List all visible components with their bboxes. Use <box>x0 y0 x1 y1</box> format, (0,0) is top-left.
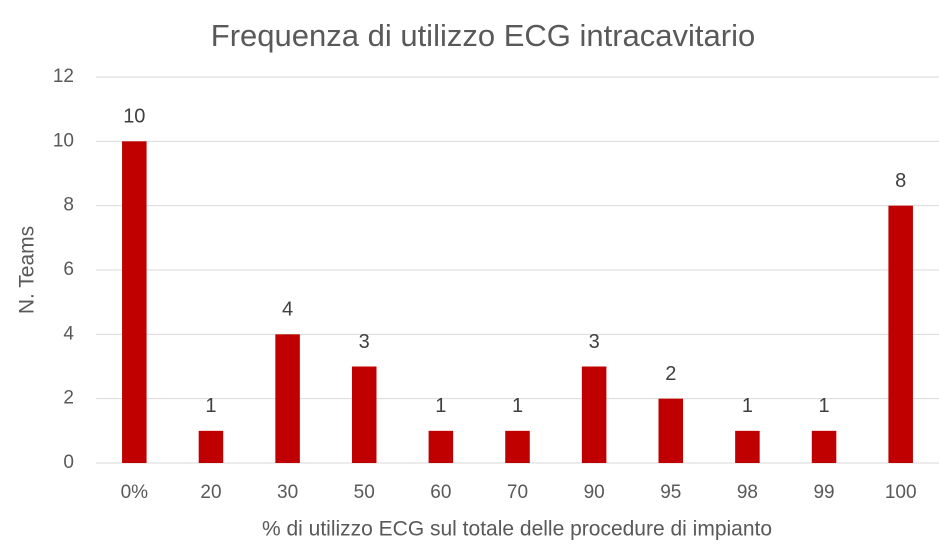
y-tick-label: 6 <box>63 259 74 280</box>
y-tick-label: 10 <box>53 130 74 151</box>
y-tick-label: 0 <box>63 452 74 473</box>
x-tick-label: 70 <box>507 482 528 503</box>
bar <box>735 430 760 463</box>
bar <box>811 430 837 463</box>
y-tick-label: 12 <box>53 66 74 87</box>
x-tick-label: 99 <box>813 482 834 503</box>
bar <box>351 366 377 463</box>
bar <box>275 334 300 463</box>
x-tick-label: 30 <box>277 482 298 503</box>
bar <box>428 430 454 463</box>
data-label: 1 <box>742 395 753 417</box>
x-axis-label: % di utilizzo ECG sul totale delle proce… <box>262 518 772 541</box>
y-tick-label: 8 <box>63 195 74 216</box>
y-tick-label: 4 <box>63 323 74 344</box>
data-label: 1 <box>205 395 216 417</box>
bar <box>581 366 607 463</box>
bar <box>122 141 147 464</box>
x-tick-label: 60 <box>430 482 451 503</box>
y-tick-label: 2 <box>63 388 74 409</box>
x-tick-label: 50 <box>354 482 375 503</box>
bar <box>198 430 224 463</box>
data-label: 8 <box>895 170 906 192</box>
x-tick-label: 20 <box>200 482 221 503</box>
y-axis-label: N. Teams <box>16 226 39 314</box>
x-tick-label: 100 <box>885 482 917 503</box>
x-tick-label: 0% <box>121 482 149 503</box>
chart-title: Frequenza di utilizzo ECG intracavitario <box>211 18 755 53</box>
data-label: 10 <box>123 106 145 128</box>
data-label: 3 <box>359 331 370 353</box>
data-label: 1 <box>818 395 829 417</box>
data-label: 3 <box>589 331 600 353</box>
bar <box>505 430 530 463</box>
x-tick-label: 98 <box>737 482 758 503</box>
bar <box>658 398 684 463</box>
bar <box>888 205 913 463</box>
x-tick-label: 90 <box>584 482 605 503</box>
data-label: 4 <box>282 299 293 321</box>
data-label: 2 <box>665 363 676 385</box>
x-tick-label: 95 <box>660 482 681 503</box>
data-label: 1 <box>435 395 446 417</box>
data-label: 1 <box>512 395 523 417</box>
